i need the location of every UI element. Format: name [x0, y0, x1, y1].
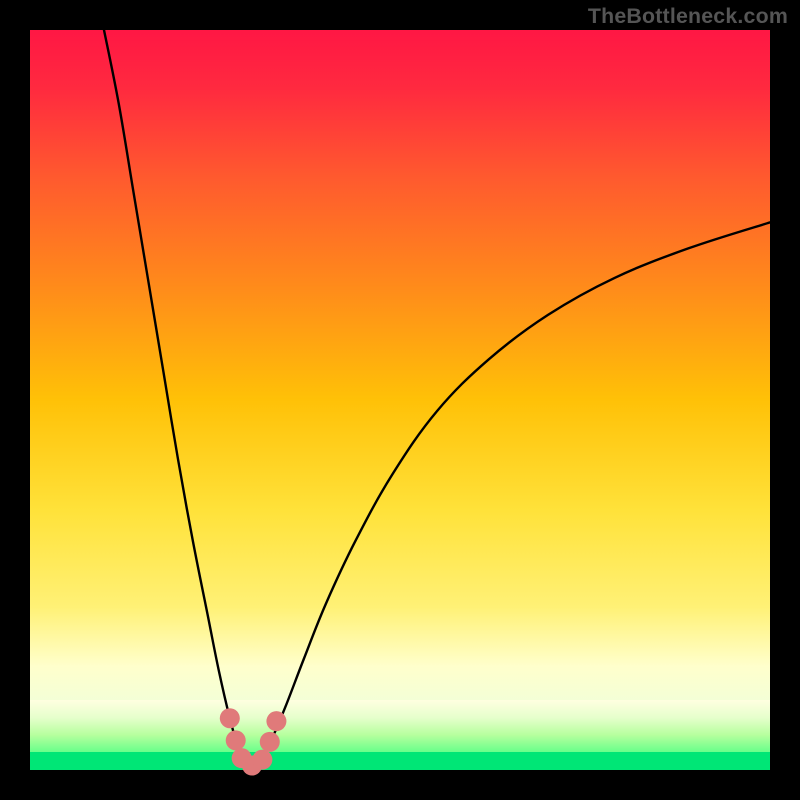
marker-point [266, 711, 286, 731]
watermark-text: TheBottleneck.com [588, 4, 788, 29]
plot-area [30, 30, 770, 770]
markers-layer [30, 30, 770, 770]
marker-point [260, 732, 280, 752]
frame: TheBottleneck.com [0, 0, 800, 800]
marker-point [252, 750, 272, 770]
marker-point [220, 708, 240, 728]
marker-point [226, 730, 246, 750]
